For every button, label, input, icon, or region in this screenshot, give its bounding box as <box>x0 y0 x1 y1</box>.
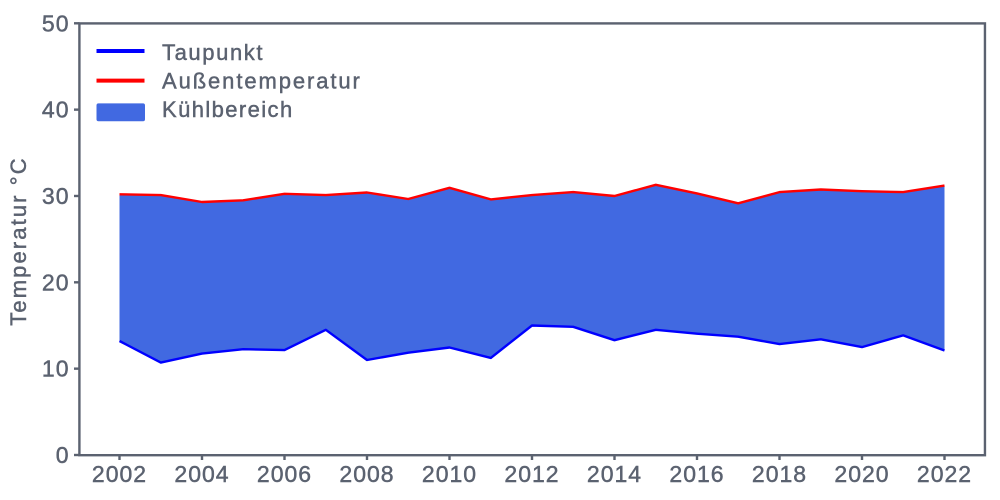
svg-text:Kühlbereich: Kühlbereich <box>162 97 294 122</box>
svg-text:2020: 2020 <box>834 461 889 487</box>
svg-text:10: 10 <box>42 356 70 382</box>
svg-text:30: 30 <box>42 183 70 209</box>
svg-text:2008: 2008 <box>339 461 394 487</box>
svg-text:Außentemperatur: Außentemperatur <box>162 69 362 94</box>
svg-text:2018: 2018 <box>752 461 807 487</box>
svg-text:40: 40 <box>42 97 70 123</box>
svg-text:2022: 2022 <box>917 461 972 487</box>
svg-text:0: 0 <box>56 442 70 468</box>
svg-text:2010: 2010 <box>422 461 477 487</box>
svg-text:2016: 2016 <box>669 461 724 487</box>
svg-text:2006: 2006 <box>257 461 312 487</box>
svg-text:2004: 2004 <box>174 461 229 487</box>
svg-text:50: 50 <box>42 10 70 36</box>
svg-text:20: 20 <box>42 269 70 295</box>
svg-text:2002: 2002 <box>92 461 147 487</box>
svg-text:2012: 2012 <box>504 461 559 487</box>
svg-text:2014: 2014 <box>587 461 642 487</box>
svg-text:Taupunkt: Taupunkt <box>162 40 264 65</box>
svg-text:Temperatur °C: Temperatur °C <box>6 156 31 325</box>
